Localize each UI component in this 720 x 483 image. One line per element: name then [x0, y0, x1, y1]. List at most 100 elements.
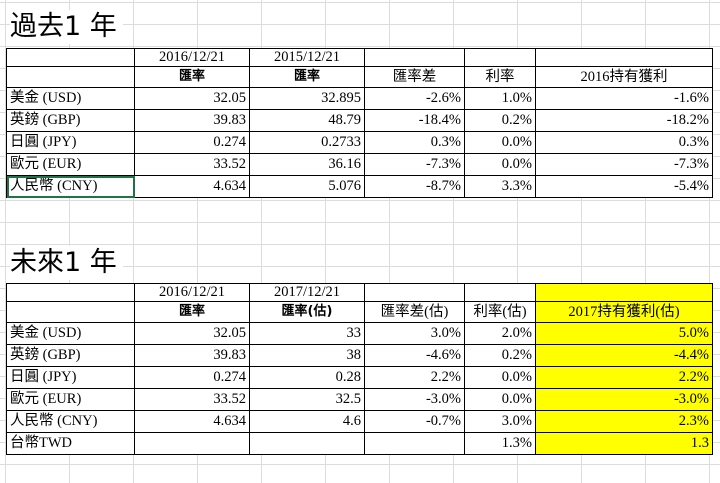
profit-cell[interactable]: -18.2%	[535, 109, 713, 132]
rate-b-cell[interactable]: 48.79	[249, 109, 365, 132]
currency-cell[interactable]: 歐元 (EUR)	[6, 153, 135, 176]
rate-a-cell[interactable]: 4.634	[134, 175, 250, 198]
rate-a-cell[interactable]: 32.05	[134, 87, 250, 110]
cell[interactable]	[6, 66, 135, 88]
diff-cell[interactable]: -0.7%	[364, 410, 465, 433]
diff-cell[interactable]: -3.0%	[364, 388, 465, 411]
cell[interactable]	[134, 432, 250, 455]
currency-cell[interactable]: 英鎊 (GBP)	[6, 109, 135, 132]
interest-cell[interactable]: 1.3%	[464, 432, 536, 455]
cell[interactable]	[464, 283, 536, 302]
currency-cell-selected[interactable]: 人民幣 (CNY)	[6, 175, 135, 198]
profit-cell[interactable]: -1.6%	[535, 87, 713, 110]
past-header-row-labels: 匯率 匯率 匯率差 利率 2016持有獲利	[6, 66, 713, 88]
rate-a-cell[interactable]: 4.634	[134, 410, 250, 433]
interest-cell[interactable]: 0.0%	[464, 131, 536, 154]
past-header-date-b[interactable]: 2015/12/21	[249, 48, 365, 67]
currency-cell[interactable]: 日圓 (JPY)	[6, 366, 135, 389]
interest-cell[interactable]: 0.0%	[464, 153, 536, 176]
past-header-rate-b[interactable]: 匯率	[249, 66, 365, 88]
rate-a-cell[interactable]: 39.83	[134, 109, 250, 132]
table-row: 歐元 (EUR) 33.52 36.16 -7.3% 0.0% -7.3%	[6, 153, 713, 176]
profit-cell[interactable]: -3.0%	[535, 388, 713, 411]
past-header-rate-a[interactable]: 匯率	[134, 66, 250, 88]
diff-cell[interactable]: -4.6%	[364, 344, 465, 367]
rate-b-cell[interactable]: 32.895	[249, 87, 365, 110]
diff-cell[interactable]: -18.4%	[364, 109, 465, 132]
profit-cell[interactable]: 1.3	[535, 432, 713, 455]
cell[interactable]	[535, 48, 713, 67]
interest-cell[interactable]: 0.2%	[464, 344, 536, 367]
diff-cell[interactable]: 3.0%	[364, 322, 465, 345]
table-row: 美金 (USD) 32.05 32.895 -2.6% 1.0% -1.6%	[6, 87, 713, 110]
future-header-interest[interactable]: 利率(估)	[464, 301, 536, 323]
future-header-diff[interactable]: 匯率差(估)	[364, 301, 465, 323]
interest-cell[interactable]: 3.0%	[464, 410, 536, 433]
rate-a-cell[interactable]: 33.52	[134, 388, 250, 411]
table-row-twd: 台幣TWD 1.3% 1.3	[6, 432, 713, 455]
cell[interactable]	[364, 283, 465, 302]
cell[interactable]	[6, 48, 135, 67]
cell[interactable]	[6, 283, 135, 302]
profit-cell[interactable]: 0.3%	[535, 131, 713, 154]
past-header-diff[interactable]: 匯率差	[364, 66, 465, 88]
diff-cell[interactable]: 0.3%	[364, 131, 465, 154]
past-header-date-a[interactable]: 2016/12/21	[134, 48, 250, 67]
rate-b-cell[interactable]: 0.2733	[249, 131, 365, 154]
future-header-date-a[interactable]: 2016/12/21	[134, 283, 250, 302]
profit-cell[interactable]: -4.4%	[535, 344, 713, 367]
currency-cell[interactable]: 日圓 (JPY)	[6, 131, 135, 154]
profit-cell[interactable]: 2.2%	[535, 366, 713, 389]
currency-cell[interactable]: 歐元 (EUR)	[6, 388, 135, 411]
interest-cell[interactable]: 2.0%	[464, 322, 536, 345]
currency-cell[interactable]: 英鎊 (GBP)	[6, 344, 135, 367]
diff-cell[interactable]: 2.2%	[364, 366, 465, 389]
cell-highlighted[interactable]	[535, 283, 713, 302]
table-row: 英鎊 (GBP) 39.83 38 -4.6% 0.2% -4.4%	[6, 344, 713, 367]
table-row: 英鎊 (GBP) 39.83 48.79 -18.4% 0.2% -18.2%	[6, 109, 713, 132]
profit-cell[interactable]: -7.3%	[535, 153, 713, 176]
diff-cell[interactable]: -2.6%	[364, 87, 465, 110]
future-header-row-labels: 匯率 匯率(估) 匯率差(估) 利率(估) 2017持有獲利(估)	[6, 301, 713, 323]
rate-a-cell[interactable]: 33.52	[134, 153, 250, 176]
table-row: 歐元 (EUR) 33.52 32.5 -3.0% 0.0% -3.0%	[6, 388, 713, 411]
rate-b-cell[interactable]: 32.5	[249, 388, 365, 411]
rate-b-cell[interactable]: 5.076	[249, 175, 365, 198]
rate-b-cell[interactable]: 38	[249, 344, 365, 367]
rate-b-cell[interactable]: 36.16	[249, 153, 365, 176]
cell[interactable]	[6, 301, 135, 323]
currency-cell[interactable]: 台幣TWD	[6, 432, 135, 455]
rate-a-cell[interactable]: 0.274	[134, 366, 250, 389]
table-row: 日圓 (JPY) 0.274 0.2733 0.3% 0.0% 0.3%	[6, 131, 713, 154]
diff-cell[interactable]: -7.3%	[364, 153, 465, 176]
cell[interactable]	[249, 432, 365, 455]
cell[interactable]	[364, 432, 465, 455]
interest-cell[interactable]: 0.2%	[464, 109, 536, 132]
future-header-rate-a[interactable]: 匯率	[134, 301, 250, 323]
rate-b-cell[interactable]: 0.28	[249, 366, 365, 389]
future-header-profit[interactable]: 2017持有獲利(估)	[535, 301, 713, 323]
past-header-profit[interactable]: 2016持有獲利	[535, 66, 713, 88]
currency-cell[interactable]: 美金 (USD)	[6, 322, 135, 345]
rate-a-cell[interactable]: 32.05	[134, 322, 250, 345]
interest-cell[interactable]: 0.0%	[464, 388, 536, 411]
profit-cell[interactable]: 2.3%	[535, 410, 713, 433]
profit-cell[interactable]: -5.4%	[535, 175, 713, 198]
interest-cell[interactable]: 0.0%	[464, 366, 536, 389]
table-row: 人民幣 (CNY) 4.634 4.6 -0.7% 3.0% 2.3%	[6, 410, 713, 433]
rate-b-cell[interactable]: 4.6	[249, 410, 365, 433]
cell[interactable]	[464, 48, 536, 67]
currency-cell[interactable]: 美金 (USD)	[6, 87, 135, 110]
future-header-rate-b[interactable]: 匯率(估)	[249, 301, 365, 323]
rate-b-cell[interactable]: 33	[249, 322, 365, 345]
diff-cell[interactable]: -8.7%	[364, 175, 465, 198]
rate-a-cell[interactable]: 39.83	[134, 344, 250, 367]
cell[interactable]	[364, 48, 465, 67]
past-header-interest[interactable]: 利率	[464, 66, 536, 88]
currency-cell[interactable]: 人民幣 (CNY)	[6, 410, 135, 433]
interest-cell[interactable]: 1.0%	[464, 87, 536, 110]
future-header-date-b[interactable]: 2017/12/21	[249, 283, 365, 302]
interest-cell[interactable]: 3.3%	[464, 175, 536, 198]
rate-a-cell[interactable]: 0.274	[134, 131, 250, 154]
profit-cell[interactable]: 5.0%	[535, 322, 713, 345]
